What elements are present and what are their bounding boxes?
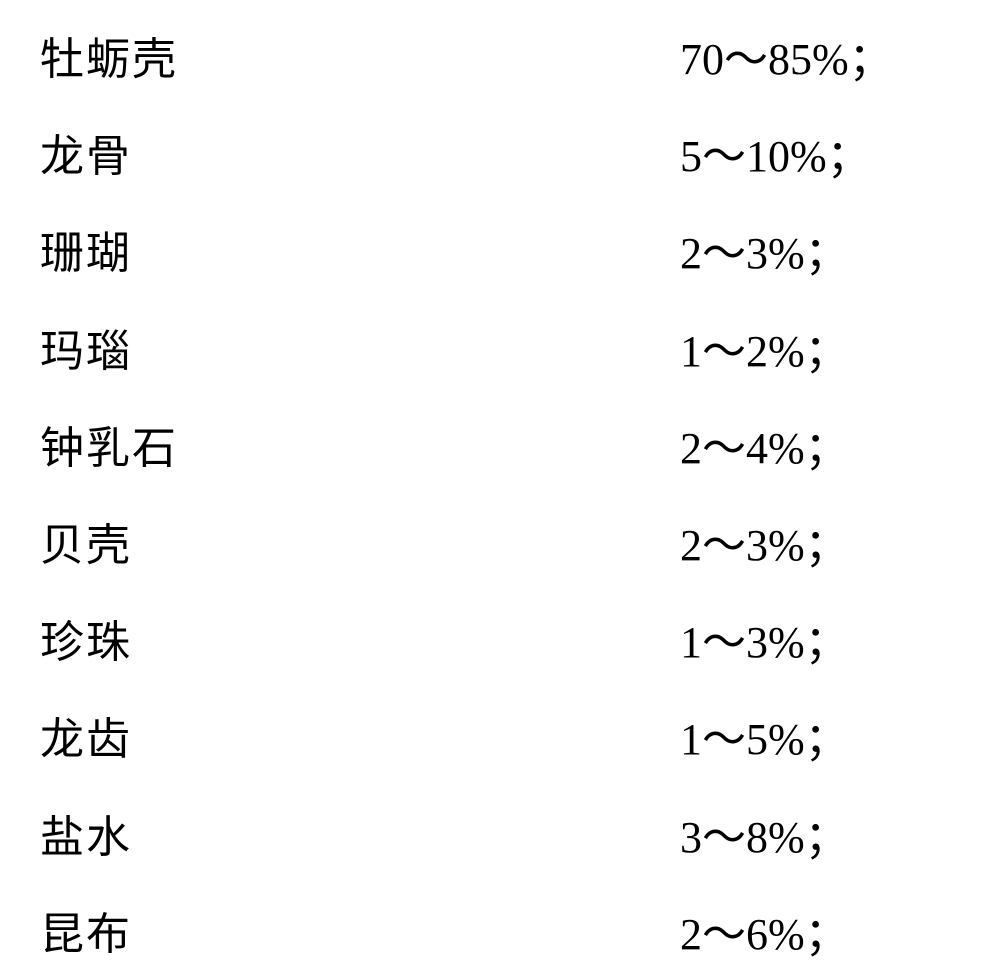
ingredient-value: 1～5%； <box>680 700 960 779</box>
ingredient-value: 1～2%； <box>680 312 960 391</box>
ingredient-name: 贝壳 <box>40 506 132 585</box>
ingredient-name: 盐水 <box>40 798 132 877</box>
ingredient-name: 珍珠 <box>40 603 132 682</box>
ingredient-name: 珊瑚 <box>40 214 132 293</box>
ingredient-name: 钟乳石 <box>40 409 178 488</box>
ingredient-row: 玛瑙 1～2%； <box>40 312 960 391</box>
ingredient-value: 2～3%； <box>680 506 960 585</box>
ingredient-value: 2～6%； <box>680 895 960 974</box>
ingredient-row: 龙齿 1～5%； <box>40 700 960 779</box>
ingredient-name: 牡蛎壳 <box>40 20 178 99</box>
ingredient-list: 牡蛎壳 70～85%； 龙骨 5～10%； 珊瑚 2～3%； 玛瑙 1～2%； … <box>40 20 960 974</box>
ingredient-value: 5～10%； <box>680 117 960 196</box>
ingredient-value: 3～8%； <box>680 798 960 877</box>
ingredient-row: 盐水 3～8%； <box>40 798 960 877</box>
ingredient-name: 龙齿 <box>40 700 132 779</box>
ingredient-row: 珊瑚 2～3%； <box>40 214 960 293</box>
ingredient-name: 玛瑙 <box>40 312 132 391</box>
ingredient-name: 龙骨 <box>40 117 132 196</box>
ingredient-row: 昆布 2～6%； <box>40 895 960 974</box>
ingredient-value: 2～3%； <box>680 214 960 293</box>
ingredient-row: 贝壳 2～3%； <box>40 506 960 585</box>
ingredient-value: 2～4%； <box>680 409 960 488</box>
ingredient-row: 钟乳石 2～4%； <box>40 409 960 488</box>
ingredient-value: 70～85%； <box>680 20 960 99</box>
ingredient-name: 昆布 <box>40 895 132 974</box>
ingredient-row: 牡蛎壳 70～85%； <box>40 20 960 99</box>
ingredient-row: 龙骨 5～10%； <box>40 117 960 196</box>
ingredient-row: 珍珠 1～3%； <box>40 603 960 682</box>
ingredient-value: 1～3%； <box>680 603 960 682</box>
